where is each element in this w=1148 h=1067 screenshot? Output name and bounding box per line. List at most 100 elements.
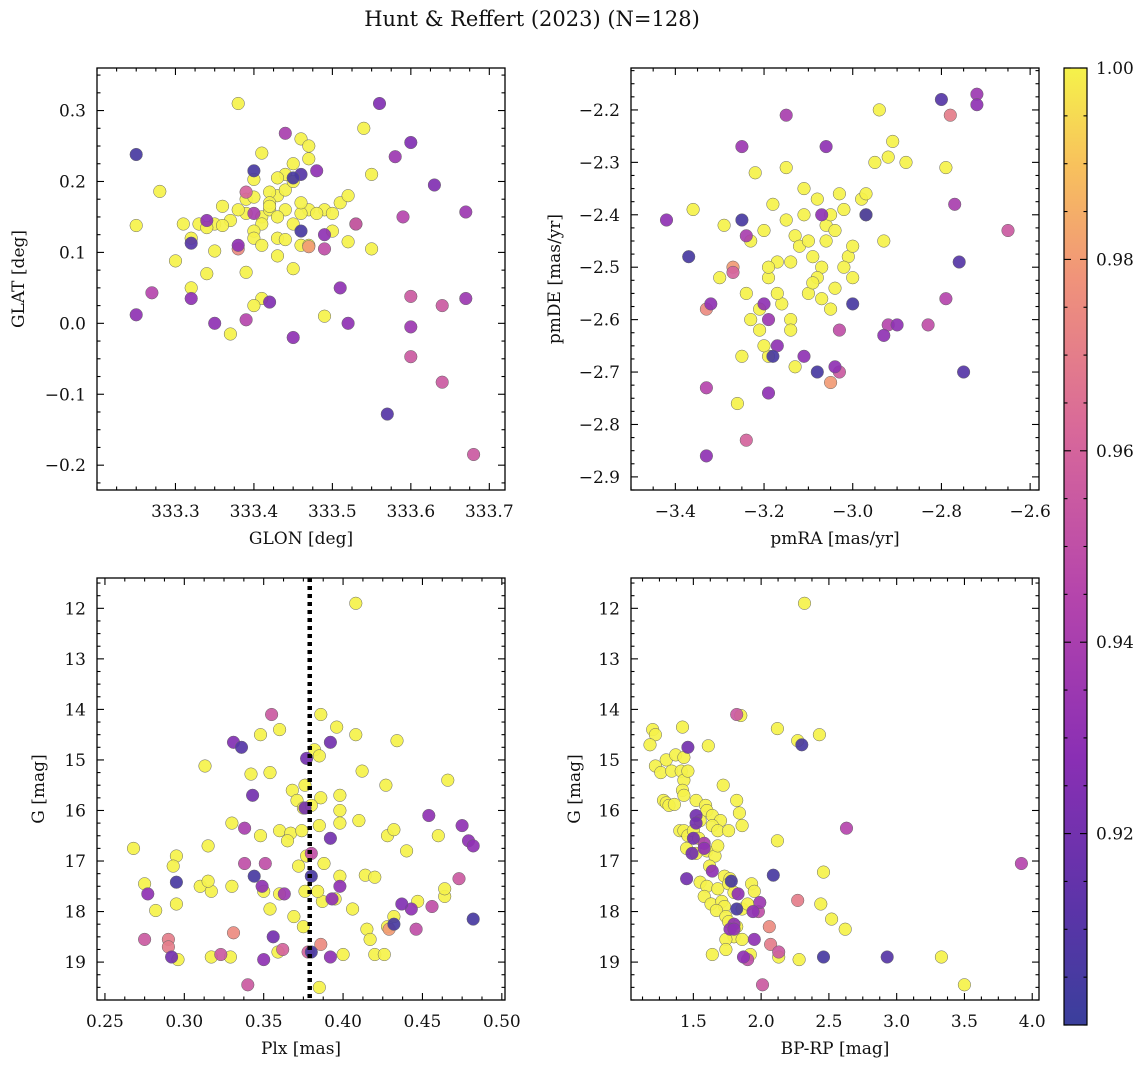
data-point — [395, 897, 409, 911]
data-point — [153, 184, 167, 198]
data-point — [168, 254, 183, 268]
data-point — [838, 922, 852, 936]
y-tick-label: −0.2 — [45, 456, 86, 476]
data-point — [837, 260, 851, 274]
data-point — [349, 596, 363, 610]
data-point — [231, 238, 245, 252]
data-point — [294, 224, 308, 238]
y-tick-label: 12 — [598, 599, 620, 619]
data-point — [184, 236, 198, 250]
data-point — [404, 350, 418, 364]
data-point — [939, 161, 953, 175]
data-point — [280, 834, 295, 848]
data-point — [810, 365, 824, 379]
x-axis-label: pmRA [mas/yr] — [770, 529, 899, 549]
data-point — [877, 234, 891, 248]
panel-plx-g: Plx [mas] G [mag] 0.25 0.30 0.35 0.40 0.45 0.… — [29, 577, 521, 1059]
y-tick-label: 18 — [598, 903, 620, 923]
x-tick-label: 0.50 — [483, 1012, 521, 1032]
data-point — [819, 140, 833, 154]
data-point — [400, 844, 414, 858]
data-point — [685, 846, 699, 860]
data-point — [225, 816, 239, 830]
x-tick-label: 4.0 — [1019, 1012, 1046, 1032]
data-point — [404, 135, 418, 150]
data-point — [744, 313, 758, 327]
data-point — [435, 375, 449, 389]
data-point — [730, 793, 744, 807]
y-tick-label: 12 — [64, 599, 86, 619]
data-point — [739, 286, 753, 300]
data-point — [816, 865, 831, 879]
data-point — [810, 192, 824, 206]
data-point — [877, 328, 891, 342]
data-point — [868, 155, 882, 169]
data-point — [341, 189, 355, 203]
data-point — [341, 235, 355, 249]
data-point — [278, 183, 292, 197]
data-point — [129, 308, 143, 322]
data-point — [215, 199, 230, 213]
data-point — [726, 265, 740, 279]
data-point — [466, 912, 480, 926]
data-point — [724, 874, 738, 888]
data-point — [165, 950, 179, 964]
data-point — [753, 895, 767, 910]
data-point — [310, 206, 324, 220]
data-point — [302, 240, 316, 254]
data-point — [816, 950, 831, 964]
data-point — [757, 339, 771, 353]
data-point — [302, 152, 316, 166]
data-point — [255, 879, 269, 893]
data-point — [681, 740, 695, 754]
data-point — [380, 407, 394, 421]
data-point — [278, 126, 292, 140]
data-point — [201, 839, 215, 853]
data-point — [467, 447, 481, 462]
scatter-points — [126, 596, 480, 994]
data-point — [253, 829, 268, 843]
data-point — [141, 887, 155, 901]
data-point — [711, 839, 725, 853]
data-point — [266, 930, 280, 944]
x-tick-label: 333.3 — [151, 502, 200, 522]
data-point — [952, 255, 966, 269]
data-point — [761, 260, 776, 274]
data-point — [713, 271, 727, 285]
data-point — [943, 108, 957, 122]
x-tick-label: 333.6 — [387, 502, 436, 522]
data-point — [736, 950, 751, 964]
data-point — [1001, 223, 1015, 238]
data-point — [287, 910, 301, 924]
y-tick-label: −2.5 — [579, 258, 620, 278]
scatter-points — [643, 596, 1028, 992]
scatter-points — [129, 96, 481, 462]
data-point — [757, 223, 771, 238]
axes-frame — [96, 67, 506, 491]
data-point — [766, 197, 780, 211]
data-point — [730, 396, 744, 411]
data-point — [388, 150, 402, 164]
data-point — [890, 318, 904, 332]
data-point — [314, 791, 328, 805]
data-point — [263, 199, 277, 213]
x-tick-label: 0.35 — [245, 1012, 283, 1032]
data-point — [169, 897, 183, 911]
data-point — [766, 868, 780, 882]
y-tick-label: −2.9 — [579, 468, 620, 488]
data-point — [886, 134, 900, 148]
data-point — [735, 349, 749, 363]
data-point — [730, 902, 744, 916]
data-point — [441, 773, 455, 787]
data-point — [357, 121, 371, 135]
data-point — [425, 899, 439, 914]
data-point — [699, 449, 713, 463]
data-point — [231, 96, 245, 111]
data-point — [286, 330, 300, 345]
data-point — [747, 932, 761, 946]
data-point — [732, 806, 746, 820]
data-point — [263, 295, 277, 309]
data-point — [452, 872, 466, 886]
data-point — [686, 831, 700, 845]
data-point — [255, 238, 269, 252]
